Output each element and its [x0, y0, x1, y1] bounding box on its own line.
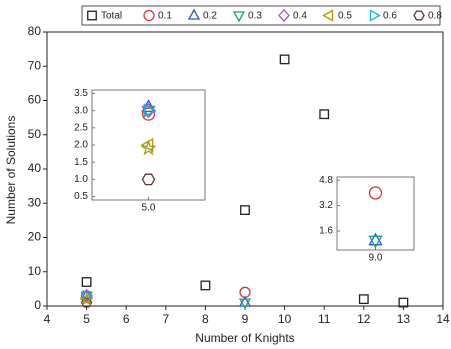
x-tick-label: 12 — [357, 312, 371, 326]
x-tick-label: 5 — [83, 312, 90, 326]
y-tick-label: 30 — [28, 195, 42, 209]
marker — [368, 235, 383, 249]
marker — [200, 280, 211, 291]
marker — [368, 232, 383, 246]
marker — [322, 9, 334, 22]
marker — [141, 107, 156, 121]
y-tick-label: 70 — [28, 58, 42, 72]
x-tick-label: 7 — [162, 312, 169, 326]
inset-x-tick-label: 5.0 — [142, 203, 156, 214]
marker — [143, 9, 155, 22]
y-tick-label: 80 — [28, 24, 42, 38]
marker — [141, 173, 156, 186]
x-tick-label: 6 — [123, 312, 130, 326]
legend-label: 0.5 — [338, 11, 352, 22]
marker — [140, 139, 157, 156]
marker — [143, 103, 157, 118]
marker — [87, 10, 97, 21]
marker — [140, 137, 154, 153]
y-tick-label: 10 — [28, 264, 42, 278]
x-tick-label: 11 — [318, 312, 331, 326]
inset-frame — [336, 176, 415, 251]
legend-label: Total — [101, 11, 122, 22]
y-tick-label: 0 — [34, 298, 41, 312]
y-tick-label: 60 — [28, 93, 42, 107]
inset-y-tick-label: 1.6 — [319, 226, 333, 237]
y-tick-label: 50 — [28, 127, 42, 141]
x-axis-label: Number of Knights — [195, 331, 294, 345]
y-axis-label: Number of Solutions — [4, 116, 18, 225]
marker — [232, 11, 246, 23]
marker — [238, 298, 252, 310]
inset-y-tick-label: 2.5 — [74, 122, 88, 133]
inset-y-tick-label: 2.0 — [74, 140, 88, 151]
inset-y-tick-label: 3.2 — [319, 200, 333, 211]
x-tick-label: 14 — [436, 312, 450, 326]
marker — [358, 294, 369, 305]
marker — [368, 186, 383, 200]
inset-y-tick-label: 3.0 — [74, 105, 88, 116]
x-tick-label: 10 — [278, 312, 292, 326]
inset-x-tick-label: 9.0 — [369, 253, 383, 264]
marker — [278, 9, 290, 22]
inset-y-tick-label: 4.8 — [319, 175, 333, 186]
marker — [369, 9, 381, 22]
marker — [413, 10, 425, 21]
legend-label: 0.1 — [158, 11, 172, 22]
x-tick-label: 9 — [242, 312, 249, 326]
legend-box — [81, 5, 441, 26]
legend-label: 0.2 — [203, 11, 217, 22]
legend-label: 0.3 — [248, 11, 262, 22]
marker — [187, 8, 201, 20]
legend-label: 0.8 — [428, 11, 442, 22]
marker — [238, 295, 252, 307]
legend-label: 0.6 — [383, 11, 397, 22]
x-tick-label: 4 — [44, 312, 51, 326]
inset-y-tick-label: 1.5 — [74, 157, 88, 168]
marker — [279, 54, 290, 65]
inset-y-tick-label: 3.5 — [74, 88, 88, 99]
y-tick-label: 20 — [28, 230, 42, 244]
x-tick-label: 13 — [397, 312, 411, 326]
marker — [240, 205, 250, 216]
x-tick-label: 8 — [202, 312, 209, 326]
marker — [79, 292, 94, 306]
y-tick-label: 40 — [28, 161, 42, 175]
marker — [81, 277, 92, 287]
marker — [319, 109, 330, 120]
inset-y-tick-label: 0.5 — [74, 191, 88, 202]
inset-y-tick-label: 1.0 — [74, 174, 88, 185]
marker — [398, 297, 409, 308]
legend-label: 0.4 — [293, 11, 307, 22]
